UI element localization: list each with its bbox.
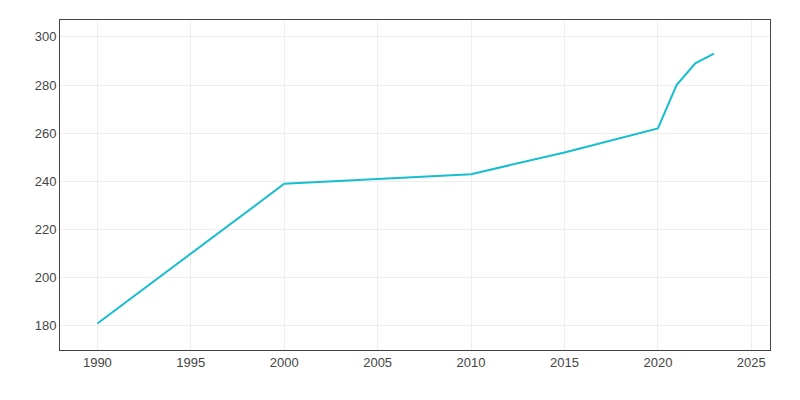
svg-text:200: 200 bbox=[35, 270, 57, 285]
svg-text:2020: 2020 bbox=[643, 355, 672, 370]
svg-text:2005: 2005 bbox=[363, 355, 392, 370]
svg-text:260: 260 bbox=[35, 126, 57, 141]
svg-text:240: 240 bbox=[35, 174, 57, 189]
svg-text:180: 180 bbox=[35, 318, 57, 333]
svg-text:2000: 2000 bbox=[270, 355, 299, 370]
svg-text:220: 220 bbox=[35, 222, 57, 237]
svg-text:2015: 2015 bbox=[550, 355, 579, 370]
svg-text:300: 300 bbox=[35, 29, 57, 44]
svg-text:1990: 1990 bbox=[83, 355, 112, 370]
svg-text:1995: 1995 bbox=[176, 355, 205, 370]
svg-text:2025: 2025 bbox=[737, 355, 766, 370]
svg-text:280: 280 bbox=[35, 78, 57, 93]
svg-text:2010: 2010 bbox=[457, 355, 486, 370]
